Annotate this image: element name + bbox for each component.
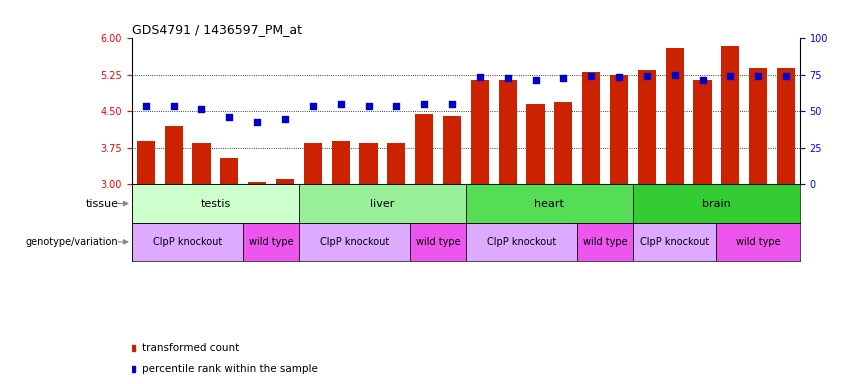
Point bbox=[417, 101, 431, 107]
Bar bbox=[610, 75, 628, 184]
Point bbox=[585, 73, 598, 79]
Bar bbox=[466, 223, 577, 261]
Text: wild type: wild type bbox=[736, 237, 780, 247]
Bar bbox=[410, 223, 466, 261]
Point bbox=[473, 74, 487, 80]
Point bbox=[612, 74, 625, 80]
Point bbox=[390, 103, 403, 109]
Bar bbox=[443, 116, 461, 184]
Bar bbox=[637, 70, 656, 184]
Bar bbox=[304, 143, 322, 184]
Point bbox=[557, 75, 570, 81]
Text: tissue: tissue bbox=[86, 199, 118, 209]
Bar bbox=[299, 184, 466, 223]
Point bbox=[668, 72, 682, 78]
Bar bbox=[554, 102, 573, 184]
Point bbox=[250, 119, 264, 125]
Bar bbox=[527, 104, 545, 184]
Point bbox=[306, 103, 320, 109]
Bar bbox=[582, 73, 600, 184]
Text: genotype/variation: genotype/variation bbox=[26, 237, 118, 247]
Text: wild type: wild type bbox=[248, 237, 294, 247]
Text: brain: brain bbox=[702, 199, 731, 209]
Bar bbox=[164, 126, 183, 184]
Point bbox=[334, 101, 347, 107]
Bar bbox=[299, 223, 410, 261]
Bar bbox=[665, 48, 683, 184]
Bar bbox=[577, 223, 633, 261]
Bar bbox=[132, 184, 299, 223]
Bar bbox=[722, 46, 740, 184]
Text: ClpP knockout: ClpP knockout bbox=[153, 237, 222, 247]
Bar bbox=[633, 223, 717, 261]
Point bbox=[723, 73, 737, 79]
Point bbox=[501, 75, 515, 81]
Text: GDS4791 / 1436597_PM_at: GDS4791 / 1436597_PM_at bbox=[132, 23, 302, 36]
Bar bbox=[415, 114, 433, 184]
Bar bbox=[332, 141, 350, 184]
Text: ClpP knockout: ClpP knockout bbox=[640, 237, 709, 247]
Point bbox=[362, 103, 375, 109]
Point bbox=[167, 103, 180, 109]
Point bbox=[195, 106, 208, 112]
Bar bbox=[132, 223, 243, 261]
Bar bbox=[777, 68, 795, 184]
Point bbox=[222, 114, 236, 120]
Text: transformed count: transformed count bbox=[142, 343, 239, 353]
Bar bbox=[466, 184, 633, 223]
Bar bbox=[248, 182, 266, 184]
Bar bbox=[471, 80, 488, 184]
Bar bbox=[694, 80, 711, 184]
Point bbox=[780, 73, 793, 79]
Bar bbox=[499, 80, 517, 184]
Point bbox=[278, 116, 292, 122]
Bar bbox=[243, 223, 299, 261]
Point bbox=[139, 103, 152, 109]
Bar bbox=[137, 141, 155, 184]
Text: ClpP knockout: ClpP knockout bbox=[320, 237, 389, 247]
Point bbox=[445, 101, 459, 107]
Text: ClpP knockout: ClpP knockout bbox=[487, 237, 557, 247]
Bar bbox=[717, 223, 800, 261]
Text: liver: liver bbox=[370, 199, 395, 209]
Bar bbox=[192, 143, 210, 184]
Point bbox=[751, 73, 765, 79]
Bar bbox=[633, 184, 800, 223]
Text: wild type: wild type bbox=[583, 237, 627, 247]
Text: wild type: wild type bbox=[416, 237, 460, 247]
Point bbox=[640, 73, 654, 79]
Bar bbox=[749, 68, 768, 184]
Point bbox=[696, 77, 710, 83]
Point bbox=[528, 77, 542, 83]
Bar bbox=[387, 143, 405, 184]
Text: percentile rank within the sample: percentile rank within the sample bbox=[142, 364, 317, 374]
Text: heart: heart bbox=[534, 199, 564, 209]
Text: testis: testis bbox=[200, 199, 231, 209]
Bar bbox=[220, 157, 238, 184]
Bar bbox=[359, 143, 378, 184]
Bar bbox=[276, 179, 294, 184]
